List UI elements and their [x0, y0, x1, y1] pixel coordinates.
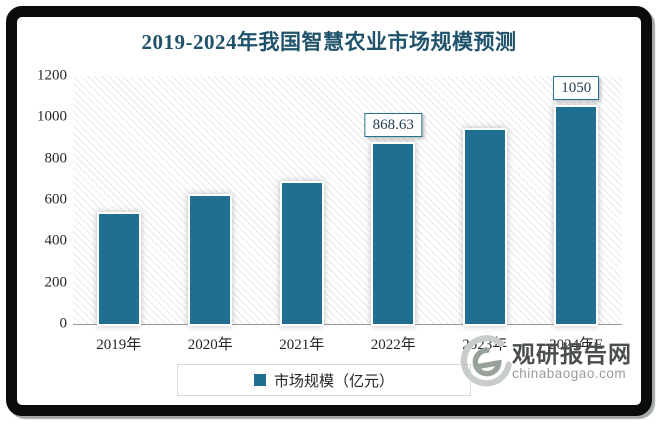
data-label-2024年E: 1050 [553, 76, 600, 100]
bar-2019年 [98, 214, 139, 324]
y-tick-label-1000: 1000 [37, 108, 67, 125]
y-tick-label-400: 400 [44, 232, 68, 249]
bar-2021年 [281, 183, 322, 324]
y-tick-label-1200: 1200 [37, 67, 67, 84]
x-tick-label-2022年: 2022年 [370, 337, 416, 353]
bar-2020年 [190, 195, 231, 324]
y-tick-label-0: 0 [59, 315, 68, 332]
y-axis: 0 200 400 600 800 1000 1200 [19, 68, 68, 332]
x-axis: 2019年 2020年 2021年 2022年 2023年 2024年E [73, 333, 622, 354]
data-label-2022年: 868.63 [364, 113, 422, 138]
plot-area: 868.63 1050 [73, 76, 622, 325]
y-tick-label-200: 200 [44, 274, 68, 291]
x-tick-label-2024年E: 2024年E [549, 337, 604, 353]
watermark: 观研报告网 chinabaogao.com [460, 335, 632, 389]
bar-2024年E [556, 107, 597, 324]
bar-2023年 [464, 129, 505, 324]
watermark-domain: chinabaogao.com [512, 366, 627, 381]
watermark-swirl-icon [460, 335, 512, 387]
legend: 市场规模（亿元） [177, 364, 471, 396]
legend-label: 市场规模（亿元） [273, 372, 394, 390]
x-tick-label-2021年: 2021年 [279, 337, 325, 353]
y-tick-label-600: 600 [44, 191, 68, 208]
chart-title: 2019-2024年我国智慧农业市场规模预测 [141, 30, 517, 54]
legend-swatch-icon [253, 374, 266, 386]
bar-2022年 [373, 144, 414, 324]
watermark-name: 观研报告网 [512, 341, 632, 367]
watermark-text: 观研报告网 chinabaogao.com [512, 342, 632, 382]
x-tick-label-2020年: 2020年 [187, 337, 233, 353]
chart-card: 2019-2024年我国智慧农业市场规模预测 0 200 400 600 800 1000… [6, 6, 652, 416]
x-tick-label-2019年: 2019年 [96, 337, 142, 353]
y-tick-label-800: 800 [44, 150, 68, 167]
